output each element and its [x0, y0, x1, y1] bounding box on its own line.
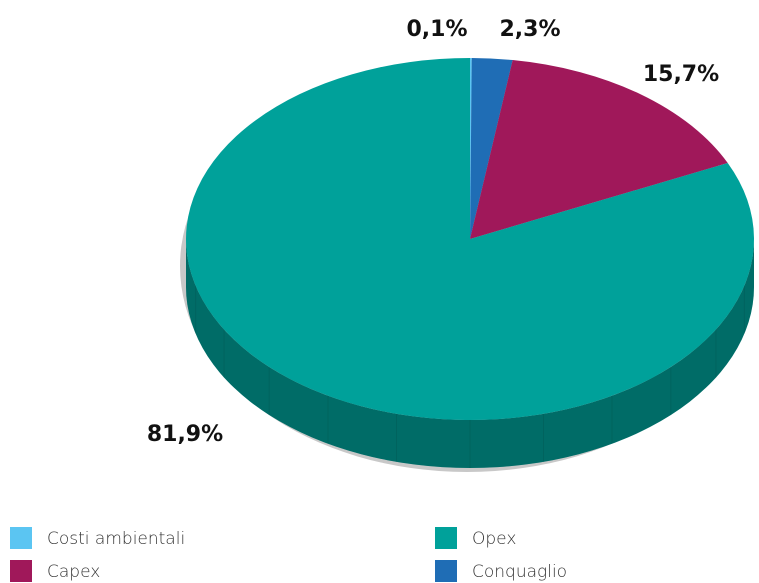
legend-swatch [10, 560, 32, 582]
slice-side [186, 239, 754, 468]
legend-label: Opex [472, 529, 516, 549]
legend-label: Conquaglio [472, 562, 567, 582]
legend-swatch [435, 560, 457, 582]
value-label: 0,1% [406, 17, 467, 42]
legend-swatch [10, 527, 32, 549]
pie [180, 58, 755, 472]
value-labels: 0,1% 2,3% 15,7% 81,9% [147, 17, 719, 447]
slice [470, 60, 728, 240]
value-label: 2,3% [499, 17, 560, 42]
slice [470, 58, 513, 240]
legend-label: Costi ambientali [47, 529, 185, 549]
slice [470, 58, 472, 239]
slice [185, 58, 755, 420]
value-label: 15,7% [643, 62, 719, 87]
legend: Costi ambientali Conquaglio Capex Opex [10, 527, 567, 582]
slice-side-shade [186, 239, 754, 468]
value-label: 81,9% [147, 422, 223, 447]
legend-swatch [435, 527, 457, 549]
legend-label: Capex [47, 562, 100, 582]
